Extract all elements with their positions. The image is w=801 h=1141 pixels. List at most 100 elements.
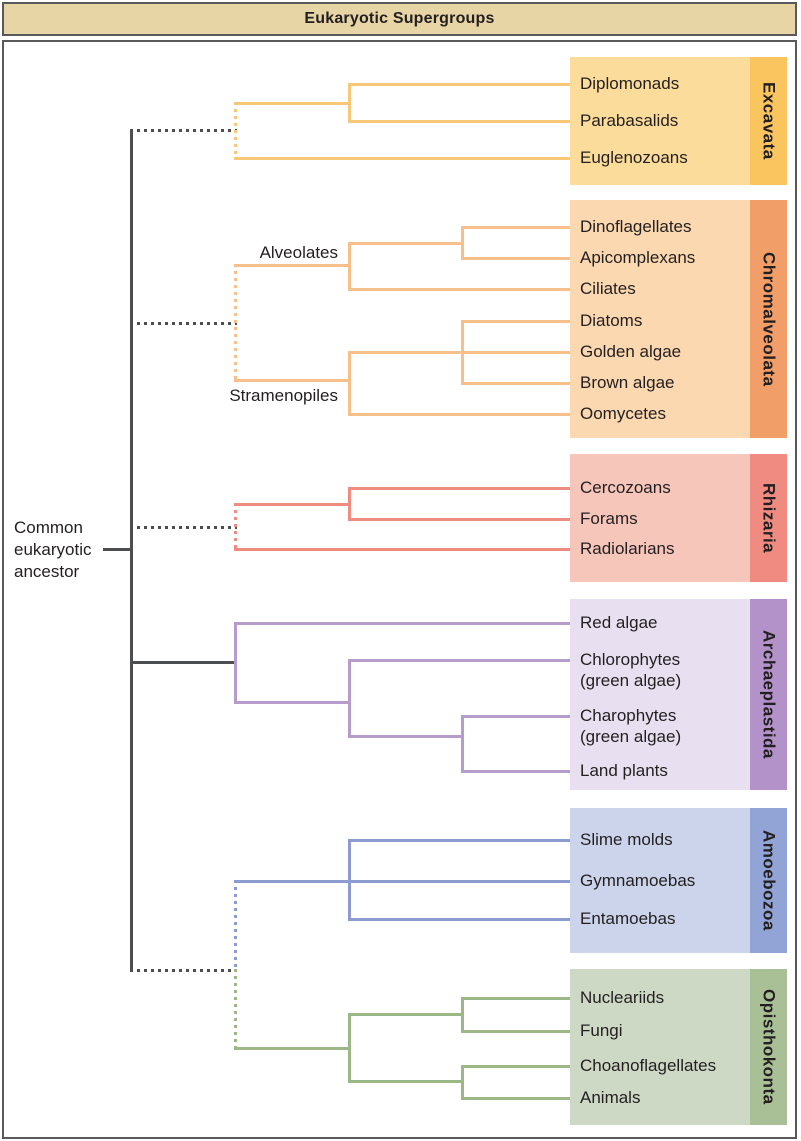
tree-line-opisthokonta bbox=[460, 996, 464, 1033]
tree-line-archaeplastida bbox=[460, 714, 464, 773]
tree-line-chromalveolata bbox=[347, 287, 574, 291]
tree-line-archaeplastida bbox=[460, 714, 574, 718]
taxon-label: Cercozoans bbox=[580, 478, 671, 497]
common-ancestor-label: Common eukaryotic ancestor bbox=[14, 518, 92, 581]
tree-line-chromalveolata bbox=[460, 319, 464, 385]
tree-line-unikont-stem bbox=[129, 968, 237, 972]
tree-line-opisthokonta bbox=[460, 1064, 574, 1068]
taxon-label: Entamoebas bbox=[580, 909, 676, 928]
tree-line-amoebozoa bbox=[347, 838, 351, 921]
group-box-excavata: Excavata bbox=[570, 57, 787, 185]
tree-line-chromalveolata bbox=[233, 378, 351, 382]
group-strip-amoebozoa: Amoebozoa bbox=[750, 808, 787, 953]
tree-line-opisthokonta bbox=[233, 1046, 351, 1050]
tree-line-excavata bbox=[347, 82, 351, 123]
group-box-opisthokonta: Opisthokonta bbox=[570, 969, 787, 1125]
group-name-amoebozoa: Amoebozoa bbox=[759, 830, 779, 931]
group-name-archaeplastida: Archaeplastida bbox=[759, 630, 779, 759]
group-strip-opisthokonta: Opisthokonta bbox=[750, 969, 787, 1125]
group-box-rhizaria: Rhizaria bbox=[570, 454, 787, 582]
tree-line-chromalveolata bbox=[347, 241, 464, 245]
tree-line-amoebozoa bbox=[233, 879, 574, 883]
tree-line-archaeplastida bbox=[233, 621, 237, 704]
tree-line-chromalveolata bbox=[233, 263, 351, 267]
tree-line-chromalveolata bbox=[347, 412, 574, 416]
taxon-label: Red algae bbox=[580, 613, 658, 632]
tree-line-opisthokonta bbox=[347, 1012, 464, 1016]
taxon-label: Parabasalids bbox=[580, 111, 679, 130]
taxon-label: Oomycetes bbox=[580, 404, 666, 423]
tree-line-opisthokonta bbox=[460, 1064, 464, 1100]
taxon-label: Land plants bbox=[580, 761, 668, 780]
title-bar: Eukaryotic Supergroups bbox=[2, 2, 797, 36]
tree-line-chromalveolata bbox=[460, 381, 574, 385]
taxon-label: Fungi bbox=[580, 1021, 623, 1040]
tree-line-archaeplastida bbox=[347, 658, 351, 738]
tree-line-rhizaria bbox=[347, 486, 574, 490]
tree-line-excavata bbox=[347, 82, 574, 86]
tree-line-rhizaria bbox=[347, 486, 351, 521]
taxon-label: Dinoflagellates bbox=[580, 217, 692, 236]
tree-line-archaeplastida bbox=[347, 658, 574, 662]
taxon-label: Gymnamoebas bbox=[580, 871, 696, 890]
figure-title: Eukaryotic Supergroups bbox=[304, 10, 495, 27]
tree-line-chromalveolata-stem bbox=[129, 321, 237, 325]
taxon-label: Slime molds bbox=[580, 830, 673, 849]
group-box-chromalveolata: Chromalveolata bbox=[570, 200, 787, 438]
tree-line-rhizaria bbox=[347, 517, 574, 521]
tree-line-chromalveolata bbox=[460, 319, 574, 323]
taxon-label: Radiolarians bbox=[580, 539, 675, 558]
tree-line-chromalveolata bbox=[460, 256, 574, 260]
tree-line-excavata-stem bbox=[129, 128, 237, 132]
tree-line-excavata bbox=[233, 101, 237, 160]
group-strip-archaeplastida: Archaeplastida bbox=[750, 599, 787, 790]
taxon-label: Diatoms bbox=[580, 311, 643, 330]
group-strip-rhizaria: Rhizaria bbox=[750, 454, 787, 582]
tree-line-ancestor-connector bbox=[102, 547, 133, 551]
tree-line-chromalveolata bbox=[347, 241, 351, 291]
taxon-label: Forams bbox=[580, 509, 638, 528]
tree-line-archaeplastida bbox=[233, 621, 574, 625]
alveolates-label: Alveolates bbox=[259, 243, 338, 262]
taxon-label: Nucleariids bbox=[580, 988, 665, 1007]
tree-line-chromalveolata bbox=[460, 225, 464, 260]
tree-line-archaeplastida bbox=[347, 734, 464, 738]
group-box-amoebozoa: Amoebozoa bbox=[570, 808, 787, 953]
tree-line-chromalveolata bbox=[347, 350, 351, 416]
taxon-label: Euglenozoans bbox=[580, 148, 688, 167]
taxon-label: Choanoflagellates bbox=[580, 1056, 717, 1075]
tree-line-opisthokonta bbox=[460, 1096, 574, 1100]
taxon-label: Charophytes (green algae) bbox=[580, 706, 682, 746]
group-name-excavata: Excavata bbox=[759, 82, 779, 160]
tree-line-rhizaria bbox=[233, 502, 351, 506]
tree-line-rhizaria bbox=[233, 502, 237, 551]
tree-line-excavata bbox=[233, 156, 574, 160]
taxon-label: Apicomplexans bbox=[580, 248, 696, 267]
tree-line-amoebozoa bbox=[347, 838, 574, 842]
tree-line-opisthokonta bbox=[233, 968, 237, 1050]
tree-line-archaeplastida bbox=[233, 700, 351, 704]
group-name-chromalveolata: Chromalveolata bbox=[759, 251, 779, 387]
tree-line-archaeplastida bbox=[460, 769, 574, 773]
taxon-label: Chlorophytes (green algae) bbox=[580, 650, 682, 690]
tree-line-opisthokonta bbox=[347, 1012, 351, 1083]
tree-line-archaeplastida-stem bbox=[129, 660, 237, 664]
tree-line-amoebozoa bbox=[347, 917, 574, 921]
tree-line-excavata bbox=[347, 119, 574, 123]
tree-line-excavata bbox=[233, 101, 351, 105]
tree-line-rhizaria-stem bbox=[129, 525, 237, 529]
tree-line-chromalveolata bbox=[233, 263, 237, 382]
taxon-label: Brown algae bbox=[580, 373, 675, 392]
group-strip-chromalveolata: Chromalveolata bbox=[750, 200, 787, 438]
group-name-rhizaria: Rhizaria bbox=[759, 482, 779, 554]
tree-line-opisthokonta bbox=[347, 1079, 464, 1083]
taxon-label: Diplomonads bbox=[580, 74, 680, 93]
tree-line-chromalveolata bbox=[460, 225, 574, 229]
taxon-label: Animals bbox=[580, 1088, 641, 1107]
group-name-opisthokonta: Opisthokonta bbox=[759, 989, 779, 1105]
tree-line-amoebozoa bbox=[233, 879, 237, 972]
group-box-archaeplastida: Archaeplastida bbox=[570, 599, 787, 790]
tree-line-opisthokonta bbox=[460, 996, 574, 1000]
